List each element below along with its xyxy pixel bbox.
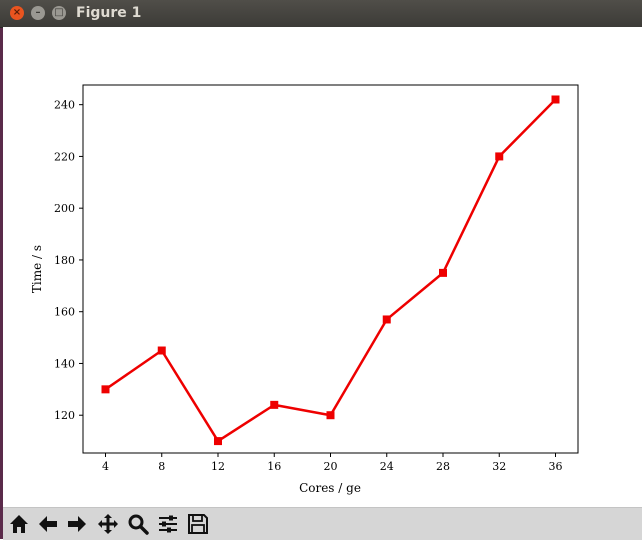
- window-left-edge: [0, 0, 3, 539]
- home-icon: [10, 515, 28, 533]
- data-point: [326, 411, 335, 420]
- series-line: [104, 98, 557, 443]
- subplots-icon: [159, 515, 177, 533]
- y-tick-label: 160: [54, 306, 75, 319]
- y-tick-label: 140: [54, 357, 75, 370]
- maximize-window-button[interactable]: □: [52, 6, 66, 20]
- data-point: [439, 268, 447, 277]
- x-tick-label: 20: [324, 460, 338, 473]
- save-icon: [188, 514, 208, 534]
- back-button[interactable]: [35, 511, 61, 537]
- zoom-button[interactable]: [125, 511, 151, 537]
- y-axis-label: Time / s: [30, 245, 44, 293]
- y-tick-label: 200: [54, 202, 75, 215]
- data-point: [157, 346, 166, 355]
- pan-button[interactable]: [95, 511, 121, 537]
- y-tick-label: 180: [54, 254, 75, 267]
- x-tick-label: 16: [267, 460, 281, 473]
- forward-icon: [68, 516, 86, 532]
- pan-icon: [98, 514, 118, 534]
- data-point: [382, 315, 391, 324]
- line-chart: 4 8 12 16 20 24 28 32 36 120 140 160 180 200 220 240 Co…: [30, 84, 579, 495]
- figure-canvas: 4 8 12 16 20 24 28 32 36 120 140 160 180 200 220 240 Co…: [3, 27, 642, 507]
- save-button[interactable]: [185, 511, 211, 537]
- x-tick-label: 8: [158, 460, 165, 473]
- data-point: [270, 400, 279, 409]
- close-window-button[interactable]: ×: [10, 6, 24, 20]
- x-tick-label: 4: [102, 460, 109, 473]
- y-tick-label: 220: [54, 150, 75, 163]
- data-point: [101, 385, 110, 394]
- x-tick-label: 28: [436, 460, 450, 473]
- data-point: [551, 95, 560, 104]
- y-tick-label: 240: [54, 99, 75, 112]
- data-point: [214, 437, 222, 446]
- axes-frame: [82, 84, 579, 454]
- zoom-icon: [128, 514, 149, 535]
- x-tick-label: 36: [549, 460, 563, 473]
- home-button[interactable]: [6, 511, 32, 537]
- forward-button[interactable]: [64, 511, 90, 537]
- minimize-window-button[interactable]: –: [31, 6, 45, 20]
- x-tick-label: 12: [211, 460, 225, 473]
- title-bar: × – □ Figure 1: [0, 0, 642, 28]
- x-axis-label: Cores / ge: [299, 481, 361, 495]
- x-tick-label: 32: [492, 460, 506, 473]
- data-point: [495, 152, 504, 161]
- back-icon: [39, 516, 57, 532]
- subplots-button[interactable]: [155, 511, 181, 537]
- window-title: Figure 1: [76, 5, 142, 21]
- y-tick-label: 120: [54, 409, 75, 422]
- x-tick-label: 24: [380, 460, 394, 473]
- navigation-toolbar: [3, 507, 642, 540]
